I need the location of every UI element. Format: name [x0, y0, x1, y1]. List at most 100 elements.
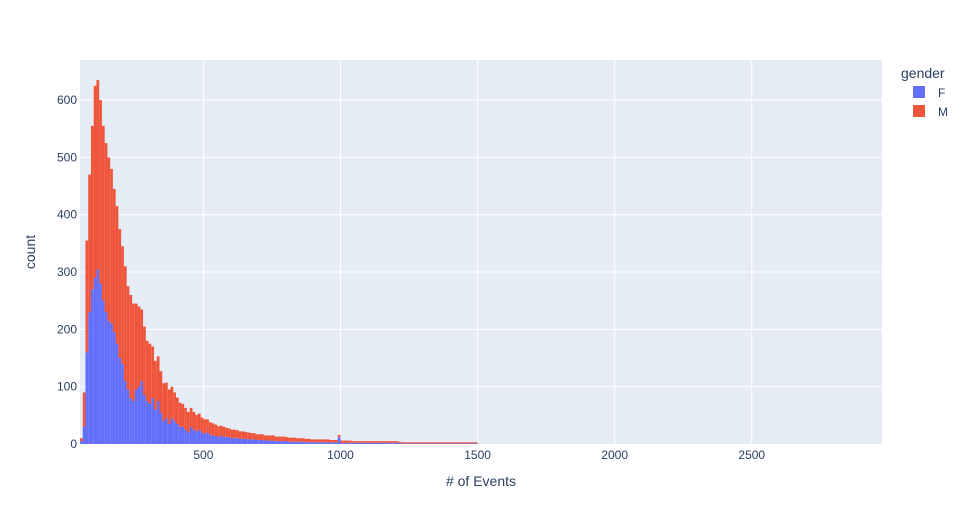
bar-f[interactable] — [88, 312, 91, 444]
bar-m[interactable] — [334, 439, 338, 443]
bar-m[interactable] — [170, 386, 174, 419]
bar-f[interactable] — [151, 398, 155, 444]
bar-f[interactable] — [263, 440, 267, 444]
bar-f[interactable] — [447, 443, 451, 444]
bar-m[interactable] — [452, 442, 456, 444]
bar-f[interactable] — [282, 441, 286, 444]
bar-f[interactable] — [274, 441, 278, 444]
bar-m[interactable] — [409, 442, 412, 444]
bar-m[interactable] — [192, 411, 196, 430]
bar-m[interactable] — [244, 431, 248, 439]
bar-f[interactable] — [175, 423, 179, 444]
bar-f[interactable] — [93, 277, 97, 444]
bar-f[interactable] — [244, 438, 248, 444]
bar-f[interactable] — [455, 443, 459, 444]
bar-f[interactable] — [452, 443, 456, 444]
bar-m[interactable] — [203, 419, 207, 434]
bar-f[interactable] — [164, 418, 168, 444]
bar-m[interactable] — [474, 442, 478, 444]
bar-m[interactable] — [154, 360, 157, 410]
bar-f[interactable] — [249, 439, 253, 444]
bar-m[interactable] — [258, 434, 261, 440]
bar-f[interactable] — [318, 442, 322, 444]
bar-f[interactable] — [90, 289, 94, 444]
bar-m[interactable] — [148, 343, 152, 404]
bar-f[interactable] — [186, 432, 190, 444]
bar-f[interactable] — [304, 442, 308, 444]
bar-f[interactable] — [173, 421, 176, 444]
bar-f[interactable] — [129, 398, 133, 444]
bar-f[interactable] — [313, 442, 316, 444]
bar-f[interactable] — [461, 443, 464, 444]
bar-m[interactable] — [392, 441, 396, 443]
bar-f[interactable] — [214, 435, 218, 444]
bar-f[interactable] — [419, 443, 423, 444]
bar-f[interactable] — [433, 443, 437, 444]
bar-m[interactable] — [387, 441, 390, 443]
bar-f[interactable] — [154, 409, 157, 444]
bar-f[interactable] — [370, 442, 374, 444]
bar-m[interactable] — [159, 371, 163, 413]
bar-m[interactable] — [249, 433, 253, 440]
bar-m[interactable] — [428, 442, 431, 444]
bar-f[interactable] — [132, 401, 135, 444]
bar-m[interactable] — [359, 441, 363, 443]
bar-m[interactable] — [129, 294, 133, 399]
bar-m[interactable] — [186, 411, 190, 433]
bar-m[interactable] — [411, 442, 415, 444]
bar-f[interactable] — [82, 426, 86, 444]
bar-f[interactable] — [255, 439, 259, 444]
bar-f[interactable] — [381, 442, 385, 444]
bar-f[interactable] — [307, 442, 311, 444]
bar-f[interactable] — [230, 438, 234, 444]
bar-f[interactable] — [192, 429, 196, 444]
bar-m[interactable] — [337, 434, 341, 438]
bar-m[interactable] — [329, 439, 333, 443]
bar-m[interactable] — [164, 382, 168, 419]
bar-f[interactable] — [409, 443, 412, 444]
bar-m[interactable] — [430, 442, 434, 444]
legend-item-m[interactable]: M — [913, 105, 948, 119]
bar-f[interactable] — [118, 358, 122, 444]
bar-m[interactable] — [93, 85, 97, 278]
bar-f[interactable] — [469, 443, 473, 444]
bar-f[interactable] — [398, 442, 401, 444]
bar-f[interactable] — [422, 443, 426, 444]
bar-m[interactable] — [80, 438, 83, 442]
bar-f[interactable] — [184, 429, 187, 444]
bar-f[interactable] — [458, 443, 462, 444]
bar-m[interactable] — [156, 356, 160, 402]
bar-f[interactable] — [365, 442, 368, 444]
bar-f[interactable] — [326, 442, 330, 444]
bar-f[interactable] — [178, 426, 182, 444]
bar-m[interactable] — [206, 419, 209, 433]
bar-f[interactable] — [208, 434, 212, 444]
bar-m[interactable] — [307, 438, 311, 443]
bar-m[interactable] — [200, 417, 204, 433]
bar-m[interactable] — [99, 100, 102, 284]
bar-m[interactable] — [96, 80, 100, 270]
bar-m[interactable] — [178, 402, 182, 427]
bar-m[interactable] — [104, 143, 108, 313]
bar-f[interactable] — [266, 440, 270, 444]
bar-f[interactable] — [252, 439, 256, 444]
bar-f[interactable] — [241, 438, 245, 444]
bar-f[interactable] — [310, 442, 314, 444]
bar-m[interactable] — [398, 441, 401, 443]
bar-m[interactable] — [304, 438, 308, 443]
bar-m[interactable] — [252, 433, 256, 440]
bar-m[interactable] — [82, 392, 86, 427]
bar-f[interactable] — [189, 426, 193, 444]
bar-f[interactable] — [321, 442, 325, 444]
bar-f[interactable] — [148, 403, 152, 444]
bar-f[interactable] — [233, 437, 237, 444]
bar-f[interactable] — [345, 442, 349, 444]
bar-f[interactable] — [285, 441, 289, 444]
bar-m[interactable] — [107, 157, 111, 321]
bar-m[interactable] — [266, 435, 270, 441]
bar-m[interactable] — [222, 426, 226, 437]
bar-f[interactable] — [373, 442, 377, 444]
bar-m[interactable] — [296, 438, 300, 442]
bar-m[interactable] — [343, 440, 346, 443]
bar-f[interactable] — [376, 442, 379, 444]
